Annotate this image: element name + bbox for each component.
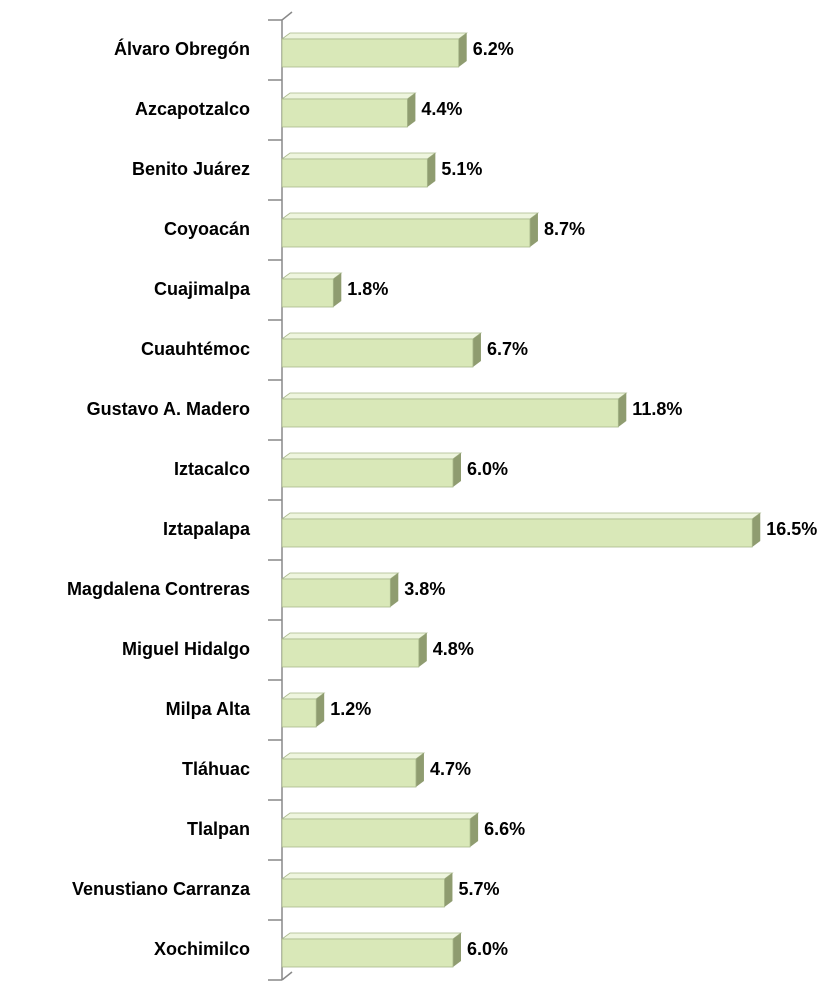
bar-top bbox=[280, 812, 480, 820]
bar bbox=[281, 638, 420, 668]
data-label: 3.8% bbox=[404, 579, 445, 599]
bar-top bbox=[280, 332, 483, 340]
data-label: 5.7% bbox=[458, 879, 499, 899]
bar-side bbox=[458, 33, 467, 67]
bar bbox=[281, 158, 428, 188]
bar bbox=[281, 98, 408, 128]
data-label: 6.0% bbox=[467, 939, 508, 959]
bar bbox=[281, 458, 454, 488]
y-tick-label: Tlalpan bbox=[187, 819, 250, 839]
bar-side bbox=[453, 453, 461, 487]
bar-side bbox=[415, 753, 424, 787]
y-tick-label: Álvaro Obregón bbox=[114, 38, 250, 59]
data-label: 6.0% bbox=[467, 459, 508, 479]
bar-top bbox=[280, 872, 454, 880]
bar-top bbox=[280, 392, 628, 400]
bar bbox=[281, 338, 474, 368]
data-label: 1.8% bbox=[347, 279, 388, 299]
y-tick-label: Benito Juárez bbox=[132, 159, 250, 179]
bar bbox=[281, 518, 753, 548]
bar-side bbox=[333, 273, 342, 307]
bar bbox=[281, 878, 445, 908]
bar-side bbox=[427, 153, 436, 187]
y-tick-label: Cuauhtémoc bbox=[141, 339, 250, 359]
y-tick-label: Tláhuac bbox=[182, 759, 250, 779]
data-label: 6.7% bbox=[487, 339, 528, 359]
bar bbox=[281, 38, 460, 68]
bar bbox=[281, 698, 317, 728]
bar-side bbox=[418, 633, 427, 667]
y-tick-label: Xochimilco bbox=[154, 939, 250, 959]
bar-side bbox=[444, 873, 453, 907]
bar-side bbox=[470, 813, 479, 847]
data-label: 6.6% bbox=[484, 819, 525, 839]
y-tick-label: Miguel Hidalgo bbox=[122, 639, 250, 659]
bar-side bbox=[407, 93, 416, 127]
bar-side bbox=[316, 693, 325, 727]
bar-top bbox=[280, 572, 400, 580]
y-tick-label: Iztapalapa bbox=[163, 519, 251, 539]
y-tick-label: Cuajimalpa bbox=[154, 279, 251, 299]
bar-top bbox=[280, 32, 468, 40]
bar-side bbox=[618, 393, 627, 427]
bar bbox=[281, 218, 531, 248]
bar-side bbox=[390, 573, 399, 607]
bar-side bbox=[529, 213, 538, 247]
bar-top bbox=[280, 152, 437, 160]
axis-floor bbox=[281, 971, 293, 981]
data-label: 8.7% bbox=[544, 219, 585, 239]
bar-side bbox=[472, 333, 481, 367]
data-label: 1.2% bbox=[330, 699, 371, 719]
y-tick-label: Milpa Alta bbox=[166, 699, 251, 719]
y-tick-label: Venustiano Carranza bbox=[72, 879, 251, 899]
bar-top bbox=[280, 632, 428, 640]
data-label: 5.1% bbox=[441, 159, 482, 179]
bar-top bbox=[280, 512, 762, 520]
y-tick-label: Coyoacán bbox=[164, 219, 250, 239]
bar-top bbox=[280, 752, 426, 760]
data-label: 4.4% bbox=[421, 99, 462, 119]
bar-side bbox=[453, 933, 461, 967]
bar bbox=[281, 758, 417, 788]
bar-top bbox=[280, 932, 463, 940]
y-tick-label: Magdalena Contreras bbox=[67, 579, 250, 599]
bar bbox=[281, 818, 471, 848]
y-tick-label: Iztacalco bbox=[174, 459, 250, 479]
bar bbox=[281, 278, 334, 308]
bar-top bbox=[280, 452, 463, 460]
y-tick-label: Gustavo A. Madero bbox=[87, 399, 250, 419]
bar bbox=[281, 398, 619, 428]
bar-top bbox=[280, 212, 540, 220]
bar-top bbox=[280, 92, 417, 100]
data-label: 11.8% bbox=[632, 399, 682, 419]
data-label: 16.5% bbox=[766, 519, 817, 539]
bar bbox=[281, 938, 454, 968]
data-label: 4.8% bbox=[433, 639, 474, 659]
bar-top bbox=[280, 272, 343, 280]
bar-side bbox=[752, 513, 761, 547]
data-label: 6.2% bbox=[473, 39, 514, 59]
bar bbox=[281, 578, 391, 608]
data-label: 4.7% bbox=[430, 759, 471, 779]
y-tick-label: Azcapotzalco bbox=[135, 99, 250, 119]
